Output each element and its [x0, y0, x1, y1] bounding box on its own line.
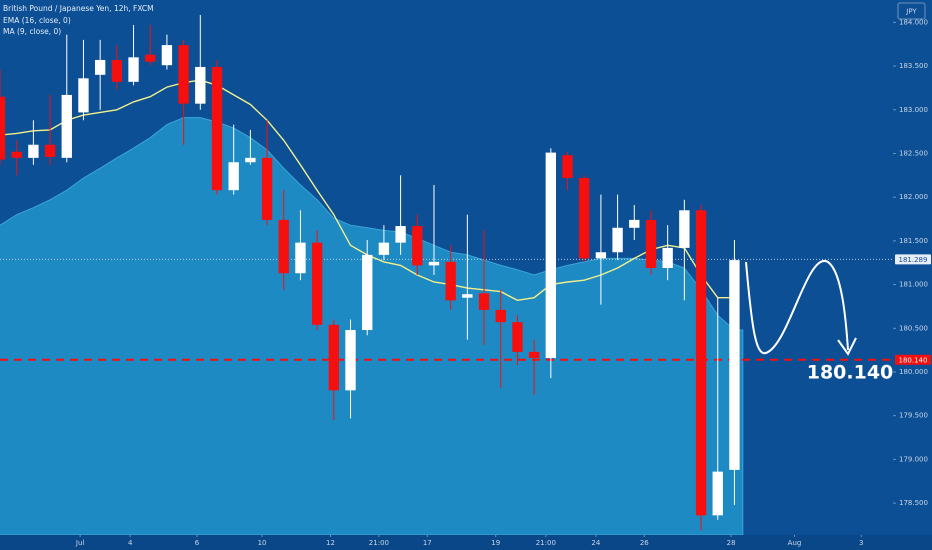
y-tick-label: 181.500 — [899, 237, 928, 245]
x-tick-label: 6 — [195, 539, 200, 547]
legend-entry: MA (9, close, 0) — [3, 27, 61, 36]
candle-body — [178, 45, 189, 104]
x-tick-label: 17 — [423, 539, 432, 547]
candle-body — [545, 152, 556, 359]
x-tick-label: 3 — [859, 539, 863, 547]
candle-body — [0, 96, 6, 160]
x-tick-label: Jul — [75, 539, 85, 547]
candle-body — [278, 219, 289, 274]
x-tick-label: Aug — [788, 539, 802, 547]
y-tick-label: 183.500 — [899, 62, 928, 70]
y-tick-label: 182.500 — [899, 149, 928, 157]
target-label: 180.140 — [807, 362, 894, 384]
currency[interactable]: JPY — [905, 8, 917, 16]
time-axis — [0, 535, 932, 550]
candle-body — [445, 261, 456, 301]
y-tick-label: 183.000 — [899, 106, 928, 114]
candle-body — [78, 78, 89, 113]
candle-body — [645, 219, 657, 268]
x-tick-label: 21:00 — [536, 539, 556, 547]
candle-body — [512, 322, 523, 352]
axes: 178.500 179.000 179.500 180.000 180.500 181.0… — [75, 18, 931, 547]
price-tag — [895, 354, 931, 365]
candle-body — [61, 94, 72, 158]
y-tick-label: 178.500 — [899, 499, 928, 507]
x-tick-label: 19 — [491, 539, 500, 547]
candle-body — [44, 144, 56, 157]
candle-body — [528, 351, 540, 359]
candle-body — [128, 57, 139, 82]
y-tick-label: 180.500 — [899, 324, 928, 332]
y-tick-label: 181.000 — [899, 281, 928, 289]
arrow-head — [837, 337, 857, 356]
x-tick-label: 21:00 — [369, 539, 389, 547]
x-tick-label: 28 — [727, 539, 736, 547]
price-tag-label: 180.140 — [899, 356, 928, 364]
candle-body — [695, 210, 707, 516]
plot-area — [0, 14, 893, 536]
price-tag-label: 181.289 — [899, 256, 928, 264]
candle-body — [478, 293, 490, 310]
projection-arrow — [745, 260, 849, 355]
candle-body — [378, 242, 390, 255]
candle-body — [579, 177, 590, 259]
candle-body — [428, 261, 440, 266]
candle-body — [245, 157, 256, 163]
candle-body — [662, 247, 673, 268]
y-tick-label: 184.000 — [899, 18, 928, 26]
y-tick-label: 179.500 — [899, 412, 928, 420]
candle-body — [362, 254, 373, 331]
candle-body — [195, 66, 206, 104]
candle-body — [161, 45, 173, 66]
x-tick-label: 12 — [326, 539, 335, 547]
candle-body — [145, 54, 156, 62]
x-tick-label: 24 — [591, 539, 600, 547]
candle-body — [328, 324, 340, 391]
currency-box[interactable] — [897, 2, 926, 20]
y-tick-label: 182.000 — [899, 193, 928, 201]
x-tick-label: 26 — [640, 539, 649, 547]
candle-body — [94, 59, 106, 75]
x-tick-label: 10 — [258, 539, 267, 547]
candle-body — [111, 59, 123, 82]
candle-body — [729, 260, 740, 470]
candle-body — [11, 151, 22, 158]
price-tag — [895, 254, 931, 265]
candle-body — [462, 294, 473, 298]
y-tick-label: 179.000 — [899, 455, 928, 463]
chart-title: British Pound / Japanese Yen, 12h, FXCM — [3, 4, 154, 13]
x-tick-label: 4 — [128, 539, 133, 547]
candle-body — [28, 144, 39, 158]
candle-body — [345, 330, 356, 391]
price-axis — [893, 0, 932, 535]
candle-body — [712, 471, 723, 516]
candle-body — [295, 242, 306, 274]
candle-body — [211, 66, 223, 191]
legend-entry: EMA (16, close, 0) — [3, 16, 71, 25]
candle-body — [228, 162, 239, 191]
candle-body — [495, 309, 506, 323]
y-tick-label: 180.000 — [899, 368, 928, 376]
candle-body — [629, 219, 640, 228]
candle-body — [412, 226, 423, 266]
candle-body — [562, 155, 573, 178]
candle-body — [311, 242, 323, 325]
candle-body — [679, 210, 690, 248]
candle-body — [395, 226, 406, 243]
candle-body — [612, 227, 623, 253]
candle-body — [595, 252, 607, 259]
candle-body — [261, 157, 273, 220]
